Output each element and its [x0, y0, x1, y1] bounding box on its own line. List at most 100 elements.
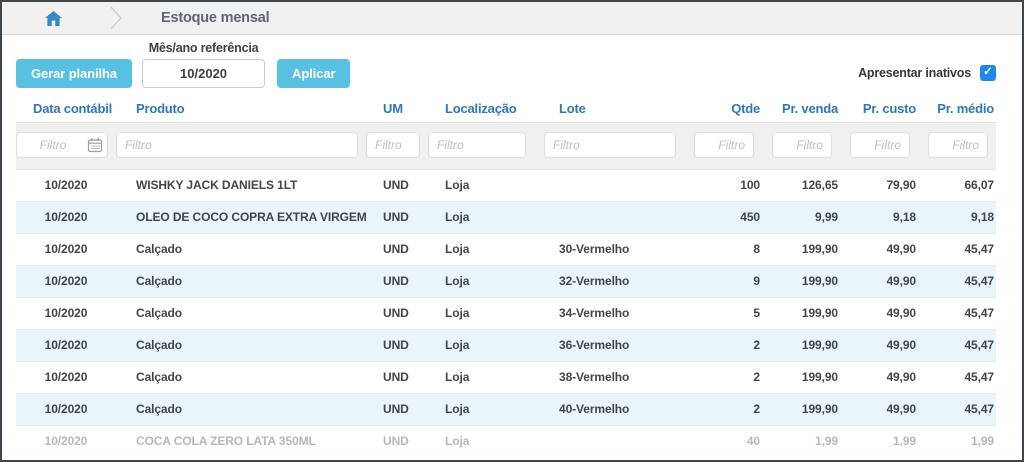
cell-product: Calçado	[136, 402, 182, 416]
cell-avg-price: 45,47	[964, 274, 994, 288]
cell-lot	[534, 169, 684, 201]
cell-qty: 2	[753, 402, 760, 416]
cell-um: UND	[383, 306, 409, 320]
show-inactive-checkbox[interactable]: ✓	[980, 65, 996, 81]
filter-qty-input[interactable]	[694, 131, 754, 158]
cell-cost-price: 1,99	[893, 434, 916, 449]
cell-lot: 32-Vermelho	[559, 274, 630, 288]
cell-avg-price: 45,47	[964, 370, 994, 384]
table-row[interactable]: 10/2020 Calçado UND Loja 36-Vermelho 2 199,90 4…	[16, 329, 996, 361]
filter-um-input[interactable]	[366, 131, 420, 158]
cell-sale-price: 9,99	[815, 210, 838, 224]
column-header-product[interactable]: Produto	[136, 100, 185, 116]
column-header-cost-price[interactable]: Pr. custo	[862, 100, 916, 116]
cell-qty: 40	[746, 434, 760, 449]
cell-location: Loja	[445, 402, 470, 416]
cell-date: 10/2020	[44, 178, 88, 192]
table-row[interactable]: 10/2020 Calçado UND Loja 34-Vermelho 5 199,90 4…	[16, 297, 996, 329]
column-header-avg-price[interactable]: Pr. médio	[937, 100, 994, 116]
cell-lot: 34-Vermelho	[559, 306, 630, 320]
cell-qty: 9	[753, 274, 760, 288]
filter-lot-input[interactable]	[544, 131, 676, 158]
home-icon	[45, 10, 62, 26]
cell-product: Calçado	[136, 370, 182, 384]
table-row[interactable]: 10/2020 COCA COLA ZERO LATA 350ML UND Loja 4…	[16, 425, 996, 457]
column-header-um[interactable]: UM	[383, 100, 403, 116]
cell-um: UND	[383, 434, 409, 449]
cell-lot: 40-Vermelho	[559, 402, 630, 416]
table-row[interactable]: 10/2020 WISHKY JACK DANIELS 1LT UND Loja 100…	[16, 169, 996, 201]
cell-um: UND	[383, 274, 409, 288]
column-header-lot[interactable]: Lote	[559, 100, 586, 116]
cell-cost-price: 49,90	[886, 338, 916, 352]
cell-date: 10/2020	[44, 306, 88, 320]
cell-product: COCA COLA ZERO LATA 350ML	[136, 434, 316, 449]
cell-qty: 450	[740, 210, 760, 224]
cell-date: 10/2020	[44, 242, 88, 256]
cell-date: 10/2020	[44, 210, 88, 224]
cell-cost-price: 49,90	[886, 274, 916, 288]
cell-date: 10/2020	[44, 370, 88, 384]
filter-cost-price-input[interactable]	[850, 131, 910, 158]
generate-spreadsheet-button[interactable]: Gerar planilha	[16, 59, 133, 88]
cell-avg-price: 9,18	[971, 210, 994, 224]
month-reference-label: Mês/ano referência	[148, 41, 259, 55]
cell-date: 10/2020	[44, 338, 88, 352]
cell-sale-price: 126,65	[801, 178, 838, 192]
cell-avg-price: 1,99	[971, 434, 994, 449]
cell-qty: 100	[740, 178, 760, 192]
cell-location: Loja	[445, 274, 470, 288]
toolbar: Gerar planilha Mês/ano referência Aplica…	[2, 35, 1022, 95]
filter-sale-price-input[interactable]	[772, 131, 832, 158]
table-row[interactable]: 10/2020 Calçado UND Loja 38-Vermelho 2 199,90 4…	[16, 361, 996, 393]
header-row: Data contábil Produto UM Localização Lot…	[16, 95, 996, 122]
cell-qty: 2	[753, 370, 760, 384]
column-header-location[interactable]: Localização	[445, 100, 517, 116]
cell-sale-price: 199,90	[801, 274, 838, 288]
table-row[interactable]: 10/2020 Calçado UND Loja 30-Vermelho 8 199,90 4…	[16, 233, 996, 265]
cell-product: Calçado	[136, 274, 182, 288]
cell-qty: 5	[753, 306, 760, 320]
cell-lot: 38-Vermelho	[559, 370, 630, 384]
month-reference-input[interactable]	[142, 59, 266, 88]
stock-table: Data contábil Produto UM Localização Lot…	[16, 95, 996, 457]
cell-location: Loja	[445, 178, 470, 192]
cell-location: Loja	[445, 434, 470, 449]
cell-location: Loja	[445, 338, 470, 352]
column-header-date[interactable]: Data contábil	[33, 100, 113, 116]
column-header-sale-price[interactable]: Pr. venda	[781, 100, 838, 116]
cell-avg-price: 45,47	[964, 402, 994, 416]
table-row[interactable]: 10/2020 OLEO DE COCO COPRA EXTRA VIRGEM UN…	[16, 201, 996, 233]
filter-row	[16, 122, 996, 169]
cell-avg-price: 45,47	[964, 306, 994, 320]
chevron-right-icon	[110, 6, 123, 30]
cell-cost-price: 49,90	[886, 402, 916, 416]
cell-qty: 8	[753, 242, 760, 256]
table-row[interactable]: 10/2020 Calçado UND Loja 40-Vermelho 2 199,90 4…	[16, 393, 996, 425]
filter-location-input[interactable]	[428, 131, 526, 158]
home-button[interactable]	[45, 10, 62, 26]
cell-avg-price: 45,47	[964, 338, 994, 352]
table-row[interactable]: 10/2020 Calçado UND Loja 32-Vermelho 9 199,90 4…	[16, 265, 996, 297]
cell-qty: 2	[753, 338, 760, 352]
cell-sale-price: 199,90	[801, 338, 838, 352]
apply-button[interactable]: Aplicar	[277, 59, 351, 88]
filter-avg-price-input[interactable]	[928, 131, 988, 158]
column-header-qty[interactable]: Qtde	[731, 100, 760, 116]
cell-location: Loja	[445, 306, 470, 320]
calendar-icon[interactable]	[86, 137, 103, 154]
cell-avg-price: 66,07	[964, 178, 994, 192]
checkmark-icon: ✓	[983, 66, 993, 79]
cell-location: Loja	[445, 370, 470, 384]
breadcrumb: Estoque mensal	[2, 2, 1022, 35]
cell-date: 10/2020	[44, 434, 88, 449]
cell-cost-price: 49,90	[886, 370, 916, 384]
cell-product: Calçado	[136, 242, 182, 256]
filter-date-input[interactable]	[16, 131, 108, 158]
show-inactive-label: Apresentar inativos	[858, 66, 971, 80]
cell-um: UND	[383, 338, 409, 352]
cell-sale-price: 199,90	[801, 370, 838, 384]
cell-um: UND	[383, 210, 409, 224]
filter-product-input[interactable]	[116, 131, 358, 158]
